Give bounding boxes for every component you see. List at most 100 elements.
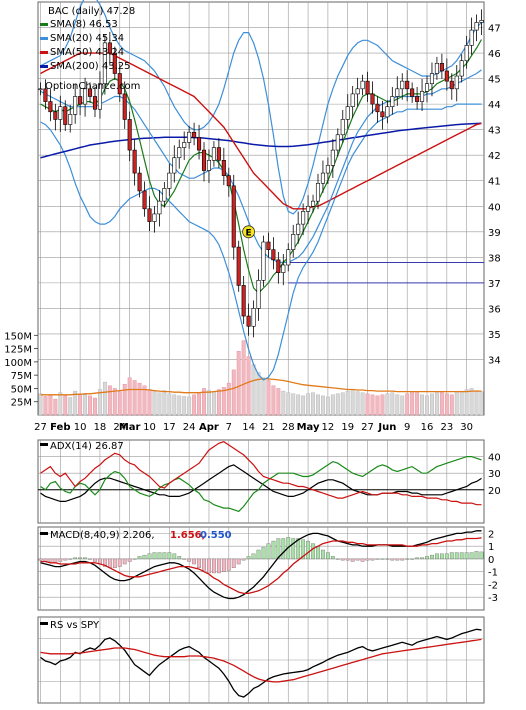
candle-down [197, 137, 202, 151]
candle-down [236, 246, 241, 286]
y-tick-label: 43 [488, 126, 501, 137]
candle-down [405, 80, 410, 90]
macd-histogram-bar [68, 558, 73, 560]
x-tick-label: Mar [119, 422, 141, 433]
volume-bar [216, 389, 221, 416]
volume-bar [117, 391, 122, 416]
macd-y-tick-label: -3 [488, 593, 498, 604]
macd-histogram-bar [157, 552, 162, 560]
macd-panel: 2 1 0 -1-2 -3 MACD(8,40,9) 2.206, 1.656,0.550 [37, 526, 498, 611]
adx-y-tick-label: 20 [488, 486, 501, 497]
candle-up [177, 147, 182, 159]
macd-histogram-bar [355, 558, 360, 561]
macd-histogram-bar [311, 543, 315, 560]
candle-up [355, 88, 360, 95]
macd-histogram-bar [410, 558, 415, 560]
volume-bar [286, 392, 291, 416]
candle-up [335, 134, 340, 151]
macd-histogram-bar [405, 558, 410, 560]
candle-up [395, 88, 400, 97]
volume-bar [78, 393, 83, 416]
volume-bar [335, 393, 340, 416]
volume-bar [296, 394, 301, 416]
macd-histogram-bar [420, 557, 424, 560]
sma8-line [40, 39, 483, 294]
macd-histogram-bar [469, 552, 474, 560]
macd-histogram-bar [142, 554, 147, 560]
candle-up [424, 83, 430, 92]
macd-histogram-bar [261, 547, 266, 560]
macd-histogram-bar [152, 552, 157, 560]
macd-histogram-bar [370, 558, 375, 561]
candle-down [241, 285, 246, 317]
x-tick-label: 28 [282, 422, 295, 433]
candle-down [375, 103, 380, 113]
macd-y-tick-label: -2 [488, 580, 498, 591]
candle-down [147, 208, 152, 222]
macd-histogram-bar [147, 553, 152, 560]
macd-histogram-bar [246, 556, 251, 560]
volume-bar [400, 395, 405, 416]
rs-legend-swatch [40, 622, 48, 625]
candle-up [162, 188, 167, 202]
y-tick-label: 44 [488, 100, 501, 111]
candle-up [187, 131, 192, 143]
candle-down [122, 93, 127, 120]
candle-up [420, 91, 425, 102]
volume-bar [221, 387, 226, 416]
candle-down [78, 96, 83, 105]
candle-down [112, 52, 117, 74]
volume-bar [107, 385, 112, 416]
volume-bar [474, 390, 479, 416]
candle-up [434, 62, 439, 74]
legend-label: SMA(20) 45.34 [50, 33, 124, 44]
macd-histogram-bar [172, 553, 177, 560]
candle-up [385, 106, 390, 118]
volume-bar [449, 394, 454, 416]
candle-down [271, 249, 276, 261]
macd-histogram-bar [321, 549, 325, 560]
macd-histogram-bar [127, 558, 132, 562]
volume-bar [276, 388, 281, 416]
candle-up [390, 96, 395, 107]
macd-histogram-bar [425, 556, 429, 560]
macd-histogram-bar [390, 558, 395, 561]
y-tick-label: 41 [488, 177, 501, 188]
macd-value-0: 1.656, [170, 530, 205, 541]
y-tick-label: 35 [488, 330, 501, 341]
y-tick-label: 46 [488, 49, 501, 60]
candle-up [261, 241, 266, 281]
volume-bar [197, 392, 201, 416]
adx-legend-swatch [40, 443, 48, 446]
macd-histogram-bar [221, 558, 226, 572]
macd-histogram-bar [202, 558, 206, 571]
volume-bar [83, 394, 88, 416]
candle-up [256, 280, 261, 309]
candle-up [291, 234, 296, 250]
volume-bar [63, 395, 68, 416]
macd-histogram-bar [78, 557, 83, 560]
x-tick-label: Jun [377, 422, 396, 433]
volume-bar [365, 393, 370, 416]
macd-histogram-bar [256, 549, 261, 560]
candle-down [380, 111, 385, 118]
volume-bar [137, 382, 142, 416]
candle-up [306, 205, 311, 212]
candle-up [296, 223, 301, 235]
legend-swatch-1 [40, 37, 48, 40]
candle-up [350, 93, 355, 107]
candle-up [211, 147, 216, 161]
candle-down [92, 96, 98, 110]
volume-bar [439, 391, 444, 416]
rs-series-1 [40, 638, 482, 683]
event-marker-circle [242, 225, 256, 239]
candle-down [439, 62, 444, 72]
macd-histogram-bar [88, 558, 92, 560]
candle-up [310, 200, 316, 207]
legend-label: SMA(8) 46.53 [50, 19, 118, 30]
volume-bar [444, 393, 449, 416]
candle-up [97, 83, 102, 110]
candle-down [410, 88, 415, 97]
candle-up [360, 80, 365, 90]
